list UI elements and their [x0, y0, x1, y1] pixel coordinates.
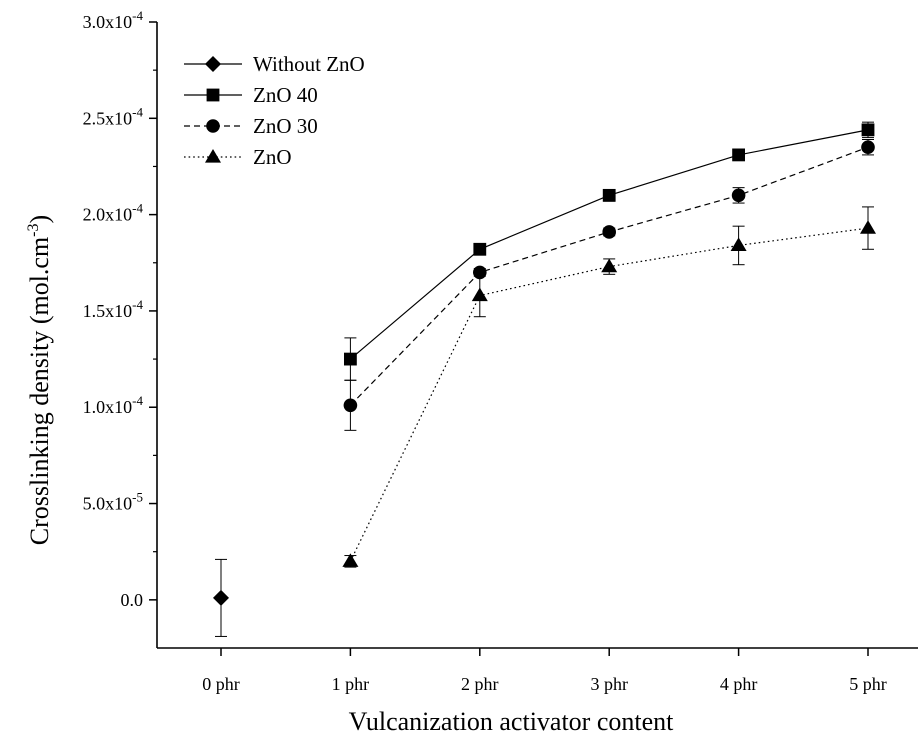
- legend-item: ZnO 40: [184, 83, 318, 107]
- legend: Without ZnO ZnO 40 ZnO 30 ZnO: [184, 52, 365, 169]
- square-marker: [602, 188, 616, 202]
- y-axis-ticks: 0.05.0x10-51.0x10-41.5x10-42.0x10-42.5x1…: [83, 8, 157, 610]
- legend-label: ZnO: [253, 145, 292, 169]
- y-tick-label-exponent: -4: [132, 104, 143, 119]
- y-tick-label-exponent: -4: [132, 393, 143, 408]
- y-tick-label: 0.0: [121, 590, 144, 610]
- y-tick-label-base: 2.0x10: [83, 205, 133, 225]
- y-tick-label-base: 1.5x10: [83, 301, 133, 321]
- circle-marker: [602, 225, 616, 239]
- square-marker: [473, 242, 487, 256]
- y-tick-label-exponent: -4: [132, 8, 143, 23]
- axes: [156, 22, 918, 649]
- y-tick-label-base: 3.0x10: [83, 12, 133, 32]
- y-tick-label: 2.5x10-4: [83, 104, 144, 128]
- y-tick-label-base: 1.0x10: [83, 397, 133, 417]
- y-axis-label-main: Crosslinking density (mol.cm: [25, 237, 54, 545]
- diamond-marker: [205, 56, 221, 72]
- series-circle: [343, 138, 875, 431]
- y-axis-label-exponent: -3: [25, 223, 42, 236]
- x-tick-label: 3 phr: [590, 674, 628, 694]
- square-marker: [732, 148, 745, 162]
- triangle-marker: [860, 220, 876, 234]
- circle-marker: [206, 119, 220, 133]
- series-square: [344, 121, 875, 381]
- x-axis-label: Vulcanization activator content: [349, 707, 675, 736]
- circle-marker: [861, 140, 875, 154]
- triangle-marker: [601, 258, 618, 273]
- triangle-marker: [205, 149, 221, 163]
- legend-item: ZnO: [184, 145, 292, 169]
- y-axis-label-close: ): [25, 215, 54, 224]
- series-diamond: [213, 558, 229, 637]
- series-line: [349, 227, 869, 562]
- circle-marker: [343, 398, 358, 413]
- legend-label: Without ZnO: [253, 52, 365, 76]
- y-tick-label: 5.0x10-5: [83, 490, 143, 514]
- triangle-marker: [730, 237, 747, 252]
- x-tick-label: 0 phr: [202, 674, 240, 694]
- x-axis-ticks: 0 phr 1 phr 2 phr 3 phr 4 phr 5 phr: [202, 648, 887, 694]
- diamond-marker: [213, 589, 229, 606]
- series-triangle: [342, 206, 876, 568]
- legend-label: ZnO 40: [253, 83, 318, 107]
- square-marker: [344, 352, 357, 366]
- x-tick-label: 5 phr: [849, 674, 887, 694]
- y-tick-label-exponent: -5: [132, 490, 143, 505]
- triangle-marker: [342, 553, 359, 567]
- square-marker: [206, 88, 220, 102]
- y-tick-label-base: 5.0x10: [83, 494, 133, 514]
- square-marker: [861, 123, 875, 137]
- x-tick-label: 2 phr: [461, 674, 499, 694]
- triangle-marker: [471, 287, 488, 302]
- legend-item: Without ZnO: [184, 52, 365, 76]
- legend-item: ZnO 30: [184, 114, 318, 138]
- y-tick-label-base: 0.0: [121, 590, 144, 610]
- circle-marker: [731, 188, 746, 203]
- legend-label: ZnO 30: [253, 114, 318, 138]
- x-tick-label: 1 phr: [332, 674, 370, 694]
- series-line: [349, 146, 869, 406]
- series-layer: [213, 121, 876, 637]
- y-tick-label: 2.0x10-4: [83, 201, 144, 225]
- y-axis-label: Crosslinking density (mol.cm-3): [25, 215, 54, 545]
- series-line: [350, 129, 869, 360]
- y-tick-label-base: 2.5x10: [83, 108, 133, 128]
- circle-marker: [473, 265, 487, 280]
- y-tick-label-exponent: -4: [132, 297, 143, 312]
- y-tick-label: 3.0x10-4: [83, 8, 144, 32]
- y-tick-label: 1.5x10-4: [83, 297, 144, 321]
- x-tick-label: 4 phr: [720, 674, 758, 694]
- y-tick-label-exponent: -4: [132, 201, 143, 216]
- y-tick-label: 1.0x10-4: [83, 393, 144, 417]
